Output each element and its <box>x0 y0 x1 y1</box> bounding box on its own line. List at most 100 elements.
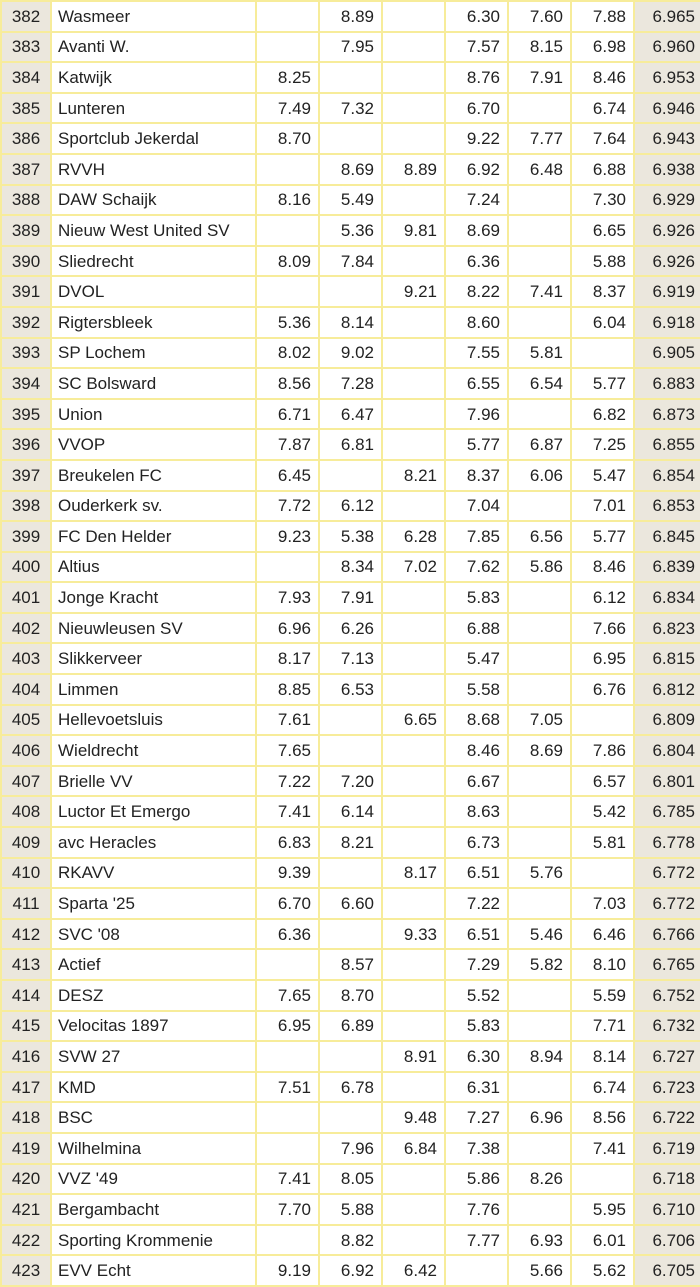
score-cell <box>381 183 446 217</box>
club-name-cell: DVOL <box>50 275 257 308</box>
score-cell: 6.65 <box>570 214 635 247</box>
club-name-cell: DESZ <box>50 979 257 1012</box>
rank-cell: 415 <box>0 1009 52 1043</box>
score-cell: 6.92 <box>318 1254 383 1287</box>
rank-cell: 404 <box>0 673 52 706</box>
score-cell: 6.73 <box>444 826 509 859</box>
score-cell <box>318 734 383 767</box>
score-cell: 6.92 <box>444 152 509 186</box>
total-score-cell: 6.785 <box>633 795 700 829</box>
score-cell: 7.13 <box>318 642 383 676</box>
club-name-cell: Actief <box>50 948 257 981</box>
score-cell: 8.82 <box>318 1223 383 1257</box>
table-row: 406 Wieldrecht 7.65 8.46 8.69 7.86 6.804 <box>0 734 700 767</box>
total-score-cell: 6.732 <box>633 1009 700 1043</box>
rank-cell: 407 <box>0 764 52 798</box>
table-row: 400 Altius 8.34 7.02 7.62 5.86 8.46 6.839 <box>0 550 700 584</box>
club-name-cell: Ouderkerk sv. <box>50 489 257 523</box>
rank-cell: 413 <box>0 948 52 981</box>
score-cell <box>381 642 446 676</box>
club-name-cell: Wieldrecht <box>50 734 257 767</box>
score-cell <box>507 826 572 859</box>
score-cell: 5.86 <box>444 1162 509 1196</box>
rank-cell: 400 <box>0 550 52 584</box>
total-score-cell: 6.946 <box>633 91 700 125</box>
total-score-cell: 6.706 <box>633 1223 700 1257</box>
score-cell: 6.55 <box>444 367 509 400</box>
score-cell: 8.46 <box>570 61 635 94</box>
score-cell: 5.42 <box>570 795 635 829</box>
total-score-cell: 6.823 <box>633 611 700 645</box>
score-cell: 9.19 <box>255 1254 320 1287</box>
score-cell: 8.21 <box>318 826 383 859</box>
score-cell <box>381 91 446 125</box>
table-row: 408 Luctor Et Emergo 7.41 6.14 8.63 5.42 6.785 <box>0 795 700 829</box>
score-cell: 6.82 <box>570 397 635 431</box>
score-cell <box>381 244 446 278</box>
club-name-cell: Nieuw West United SV <box>50 214 257 247</box>
club-name-cell: Sparta '25 <box>50 887 257 920</box>
club-name-cell: RVVH <box>50 152 257 186</box>
score-cell <box>570 703 635 737</box>
score-cell: 7.38 <box>444 1131 509 1165</box>
score-cell: 7.76 <box>444 1193 509 1226</box>
score-cell: 8.56 <box>570 1101 635 1134</box>
score-cell <box>381 979 446 1012</box>
table-row: 417 KMD 7.51 6.78 6.31 6.74 6.723 <box>0 1070 700 1104</box>
table-row: 414 DESZ 7.65 8.70 5.52 5.59 6.752 <box>0 979 700 1012</box>
rank-cell: 388 <box>0 183 52 217</box>
total-score-cell: 6.722 <box>633 1101 700 1134</box>
rank-cell: 385 <box>0 91 52 125</box>
total-score-cell: 6.929 <box>633 183 700 217</box>
score-cell: 7.91 <box>318 581 383 614</box>
score-cell: 9.22 <box>444 122 509 155</box>
score-cell: 6.51 <box>444 917 509 951</box>
rank-cell: 412 <box>0 917 52 951</box>
score-cell: 6.71 <box>255 397 320 431</box>
total-score-cell: 6.960 <box>633 30 700 64</box>
score-cell <box>381 122 446 155</box>
table-row: 384 Katwijk 8.25 8.76 7.91 8.46 6.953 <box>0 61 700 94</box>
rank-cell: 392 <box>0 305 52 339</box>
score-cell: 6.30 <box>444 0 509 33</box>
table-row: 421 Bergambacht 7.70 5.88 7.76 5.95 6.710 <box>0 1193 700 1226</box>
score-cell <box>507 1070 572 1104</box>
score-cell: 7.62 <box>444 550 509 584</box>
club-name-cell: Velocitas 1897 <box>50 1009 257 1043</box>
rank-cell: 422 <box>0 1223 52 1257</box>
rank-cell: 414 <box>0 979 52 1012</box>
score-cell: 8.60 <box>444 305 509 339</box>
rank-cell: 389 <box>0 214 52 247</box>
score-cell: 6.88 <box>570 152 635 186</box>
score-cell: 8.05 <box>318 1162 383 1196</box>
score-cell: 7.41 <box>507 275 572 308</box>
table-row: 410 RKAVV 9.39 8.17 6.51 5.76 6.772 <box>0 856 700 890</box>
rank-cell: 386 <box>0 122 52 155</box>
total-score-cell: 6.926 <box>633 214 700 247</box>
rank-cell: 397 <box>0 458 52 492</box>
total-score-cell: 6.765 <box>633 948 700 981</box>
score-cell: 9.02 <box>318 336 383 370</box>
score-cell: 7.01 <box>570 489 635 523</box>
table-row: 404 Limmen 8.85 6.53 5.58 6.76 6.812 <box>0 673 700 706</box>
total-score-cell: 6.855 <box>633 428 700 461</box>
score-cell: 6.65 <box>381 703 446 737</box>
rank-cell: 411 <box>0 887 52 920</box>
score-cell <box>570 336 635 370</box>
rank-cell: 382 <box>0 0 52 33</box>
score-cell: 8.69 <box>507 734 572 767</box>
score-cell <box>318 856 383 890</box>
score-cell <box>381 305 446 339</box>
total-score-cell: 6.845 <box>633 520 700 553</box>
score-cell: 6.56 <box>507 520 572 553</box>
score-cell: 7.20 <box>318 764 383 798</box>
score-cell: 5.88 <box>570 244 635 278</box>
score-cell: 6.95 <box>255 1009 320 1043</box>
score-cell <box>381 336 446 370</box>
score-cell: 7.65 <box>255 979 320 1012</box>
total-score-cell: 6.953 <box>633 61 700 94</box>
score-cell: 5.58 <box>444 673 509 706</box>
total-score-cell: 6.718 <box>633 1162 700 1196</box>
score-cell <box>381 734 446 767</box>
